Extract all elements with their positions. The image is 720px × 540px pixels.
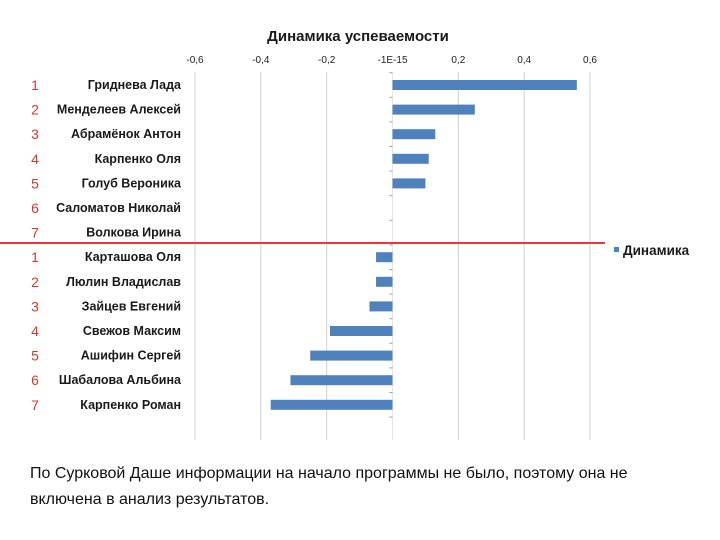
rank-number: 1 [31, 249, 39, 265]
rank-number: 2 [31, 274, 39, 290]
category-label: Шабалова Альбина [59, 373, 182, 387]
rank-number: 2 [31, 102, 39, 118]
bar [290, 375, 393, 386]
gridlines [194, 72, 591, 440]
rank-number: 3 [31, 298, 39, 314]
bars [270, 80, 577, 410]
bar [329, 326, 393, 336]
rank-number: 7 [31, 225, 39, 241]
bar [392, 153, 429, 164]
rank-number: 4 [31, 323, 39, 339]
x-tick-label: -1E-15 [377, 55, 407, 66]
chart-title: Динамика успеваемости [267, 28, 449, 45]
legend-swatch [614, 247, 619, 252]
rank-number: 6 [31, 200, 39, 216]
category-label: Саломатов Николай [56, 201, 181, 215]
category-label: Гриднева Лада [88, 78, 182, 92]
footnote: По Сурковой Даше информации на начало пр… [30, 465, 628, 508]
bar [392, 178, 426, 189]
category-label: Люлин Владислав [66, 275, 181, 289]
x-tick-label: -0,6 [186, 55, 204, 66]
bar [392, 129, 436, 140]
category-label: Голуб Вероника [82, 176, 182, 190]
category-label: Менделеев Алексей [57, 103, 181, 117]
x-tick-label: 0,4 [517, 55, 531, 66]
rank-number: 7 [31, 397, 39, 413]
category-label: Зайцев Евгений [82, 299, 181, 313]
category-label: Абрамёнок Антон [71, 127, 181, 141]
legend-label: Динамика [623, 243, 690, 258]
category-label: Свежов Максим [83, 324, 181, 338]
x-tick-label: -0,4 [252, 55, 270, 66]
rank-number: 4 [31, 151, 39, 167]
rank-number: 5 [31, 175, 39, 191]
x-tick-label: 0,6 [583, 55, 597, 66]
bar [392, 104, 475, 115]
category-label: Карташова Оля [85, 250, 181, 264]
rank-numbers: 1 2 3 4 5 6 7 1 2 3 4 5 6 7 [31, 77, 39, 413]
chart: Динамика успеваемости -0,6 -0,4 -0,2 -1E-15… [0, 28, 690, 440]
category-label: Волкова Ирина [86, 226, 182, 240]
x-tick-labels: -0,6 -0,4 -0,2 -1E-15 0,2 0,4 0,6 [186, 55, 597, 66]
rank-number: 3 [31, 126, 39, 142]
bar [392, 80, 577, 90]
category-label: Карпенко Оля [95, 152, 181, 166]
category-labels: Гриднева Лада Менделеев Алексей Абрамёнок … [56, 78, 182, 412]
legend: Динамика [614, 243, 690, 258]
rank-number: 6 [31, 372, 39, 388]
category-label: Ашифин Сергей [81, 349, 181, 363]
x-tick-label: -0,2 [318, 55, 336, 66]
bar [376, 252, 393, 263]
rank-number: 5 [31, 348, 39, 364]
bar [376, 276, 393, 287]
x-tick-label: 0,2 [451, 55, 465, 66]
bar [270, 399, 393, 410]
category-label: Карпенко Роман [80, 398, 181, 412]
bar [369, 301, 393, 312]
bar [310, 350, 393, 361]
rank-number: 1 [31, 77, 39, 93]
